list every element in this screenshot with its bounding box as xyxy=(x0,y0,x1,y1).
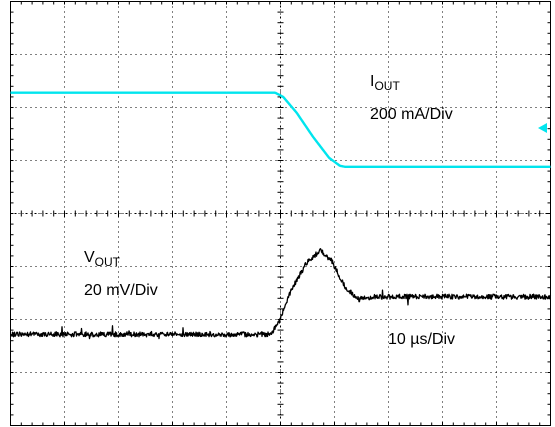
time-scale-label: 10 µs/Div xyxy=(388,331,455,348)
traces xyxy=(10,91,552,340)
grid xyxy=(10,1,551,426)
iout-label: IOUT xyxy=(370,73,400,93)
vout-trace xyxy=(10,248,552,340)
iout-scale-label: 200 mA/Div xyxy=(370,106,453,123)
iout-trace xyxy=(10,91,551,169)
cyan-left-triangle-icon xyxy=(538,123,547,133)
vout-label: VOUT xyxy=(84,249,121,269)
vout-scale-label: 20 mV/Div xyxy=(84,282,158,299)
